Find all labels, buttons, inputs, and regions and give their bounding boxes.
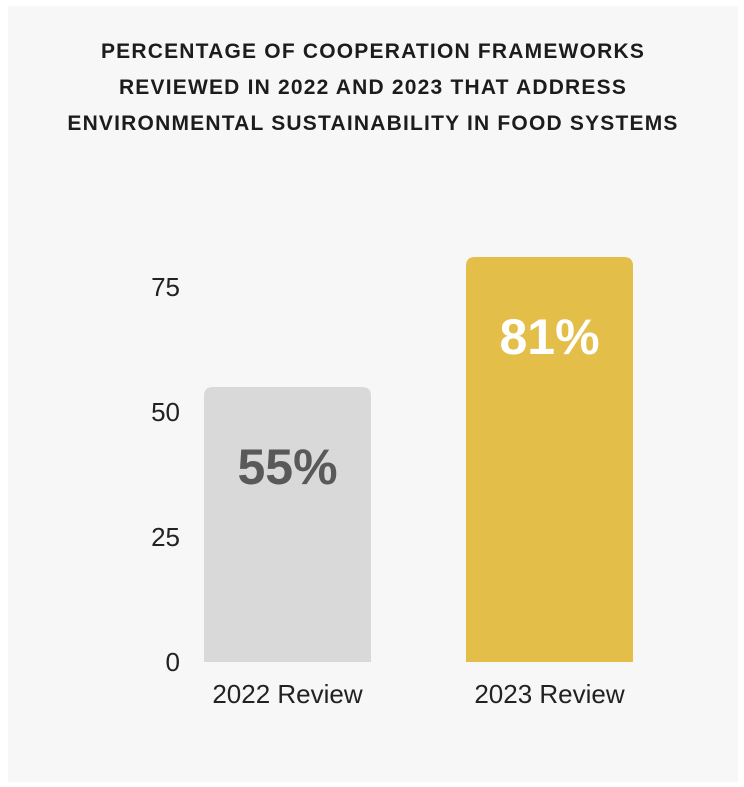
bar: [204, 387, 371, 662]
chart-title-line: PERCENTAGE OF COOPERATION FRAMEWORKS: [100, 40, 646, 63]
bar: [466, 257, 633, 662]
x-category-label: 2023 Review: [474, 679, 625, 709]
bar-data-label: 55%: [237, 439, 337, 495]
chart-title: PERCENTAGE OF COOPERATION FRAMEWORKS REV…: [8, 34, 738, 142]
y-tick-label: 75: [151, 272, 180, 302]
y-axis: 0 25 50 75: [151, 272, 180, 677]
bars: 55% 81%: [204, 257, 633, 662]
x-axis: 2022 Review 2023 Review: [212, 679, 625, 709]
y-tick-label: 50: [151, 397, 180, 427]
chart-title-line: REVIEWED IN 2022 AND 2023 THAT ADDRESS: [118, 76, 628, 99]
y-tick-label: 0: [166, 647, 180, 677]
x-category-label: 2022 Review: [212, 679, 363, 709]
y-tick-label: 25: [151, 522, 180, 552]
chart-title-line: ENVIRONMENTAL SUSTAINABILITY IN FOOD SYS…: [67, 112, 679, 135]
chart-panel: PERCENTAGE OF COOPERATION FRAMEWORKS REV…: [8, 6, 738, 782]
bar-chart: 0 25 50 75 55% 81% 2022 Review 2023 Review: [151, 257, 633, 709]
bar-data-label: 81%: [499, 309, 599, 365]
